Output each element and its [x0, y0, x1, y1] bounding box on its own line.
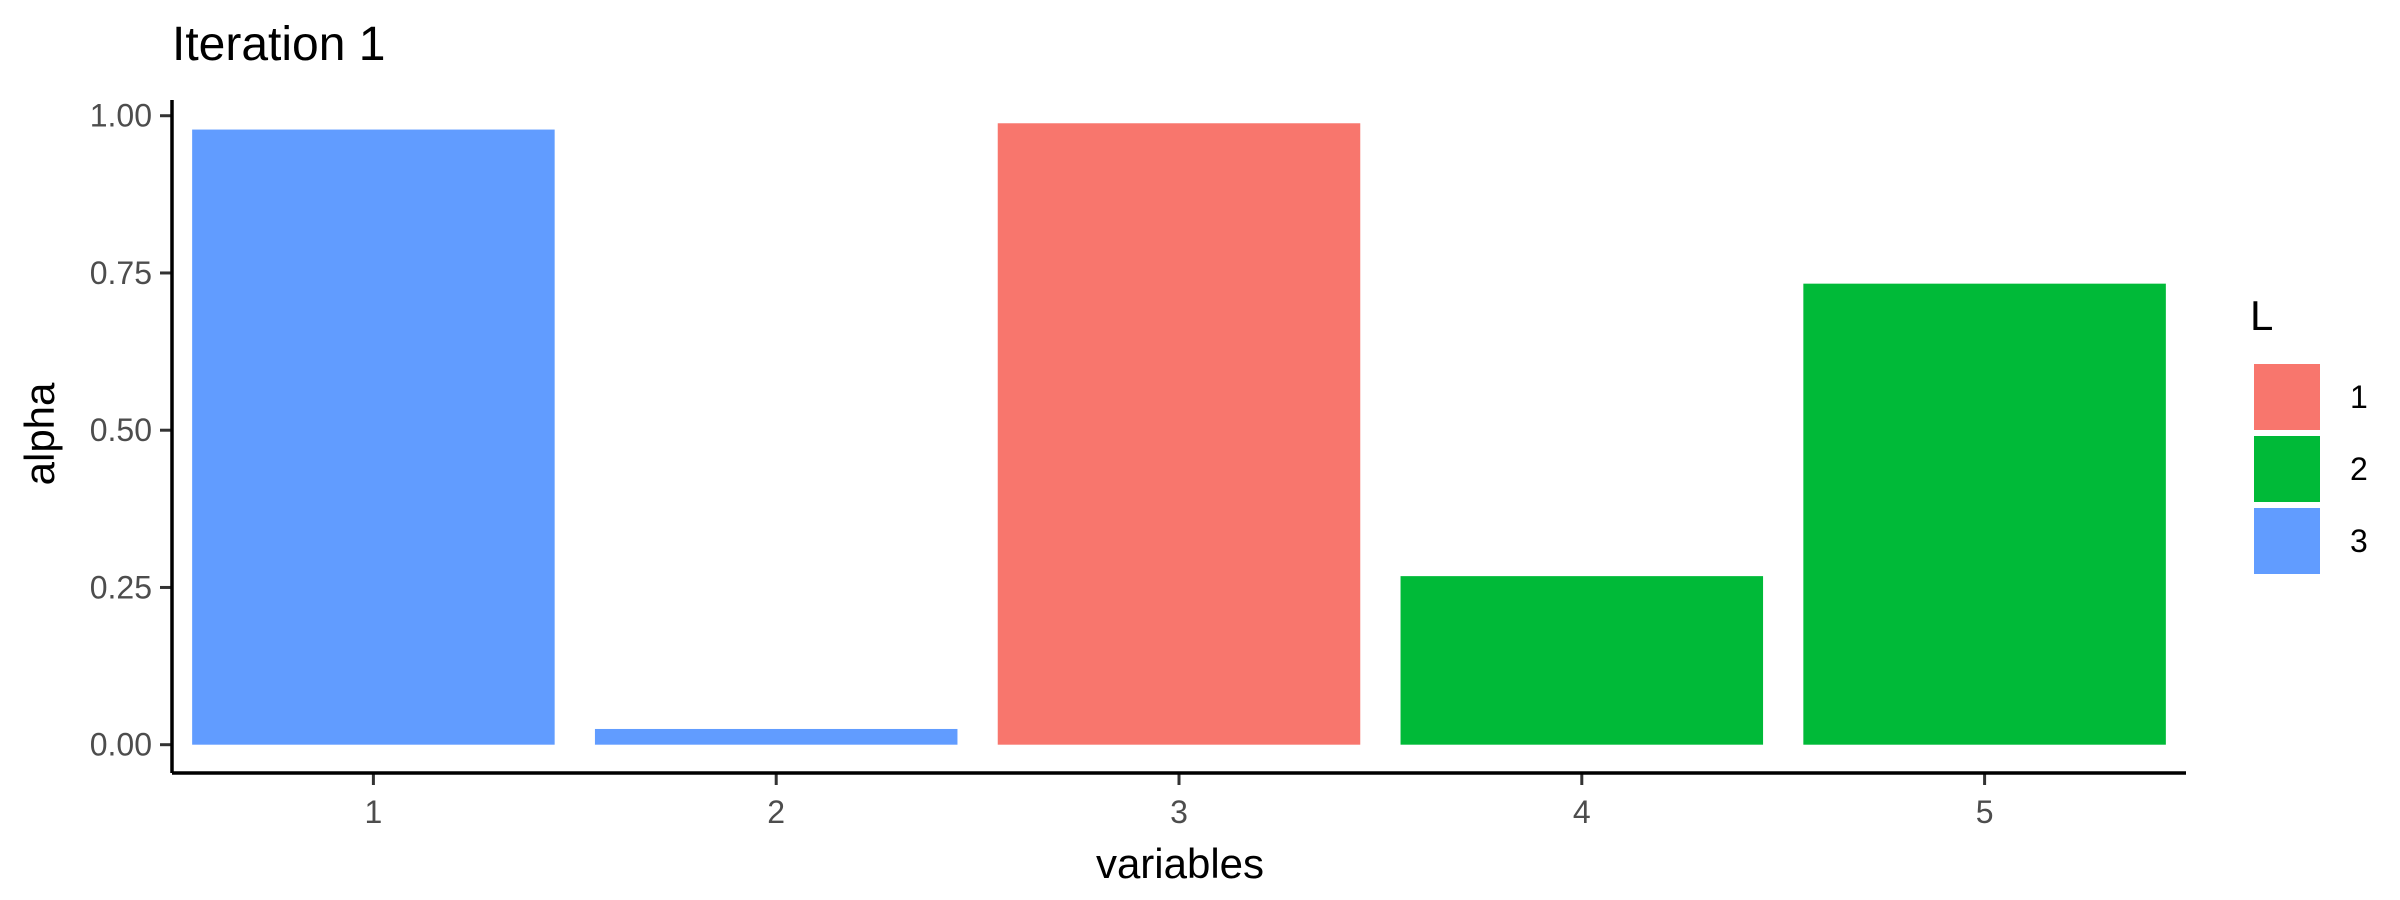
x-axis-title: variables	[1096, 840, 1264, 887]
y-tick-label: 0.00	[90, 727, 152, 763]
chart-title: Iteration 1	[172, 18, 385, 71]
legend-title: L	[2250, 292, 2273, 339]
x-tick-label: 3	[1170, 794, 1188, 830]
bar-5	[1803, 283, 2166, 745]
x-tick-label: 2	[767, 794, 785, 830]
bars-group	[192, 123, 2166, 745]
legend-label-1: 1	[2350, 379, 2368, 415]
legend-swatch-3	[2254, 508, 2320, 574]
y-axis-ticks: 0.00 0.25 0.50 0.75 1.00	[90, 98, 172, 763]
y-tick-label: 0.25	[90, 569, 152, 605]
bar-4	[1400, 576, 1764, 745]
plot-panel: 0.00 0.25 0.50 0.75 1.00 1 2 3 4 5	[90, 98, 2186, 830]
y-axis-title: alpha	[16, 382, 63, 485]
y-tick-label: 1.00	[90, 98, 152, 134]
bar-3	[997, 123, 1361, 745]
legend: L 1 2 3	[2250, 292, 2368, 574]
x-tick-label: 1	[365, 794, 383, 830]
legend-label-3: 3	[2350, 523, 2368, 559]
legend-swatch-1	[2254, 364, 2320, 430]
legend-swatch-2	[2254, 436, 2320, 502]
x-axis-ticks: 1 2 3 4 5	[365, 773, 1994, 830]
y-tick-label: 0.75	[90, 255, 152, 291]
legend-entries: 1 2 3	[2254, 364, 2368, 574]
bar-2	[594, 728, 958, 745]
bar-1	[192, 129, 555, 745]
x-tick-label: 5	[1976, 794, 1994, 830]
legend-label-2: 2	[2350, 451, 2368, 487]
x-tick-label: 4	[1573, 794, 1591, 830]
y-tick-label: 0.50	[90, 412, 152, 448]
